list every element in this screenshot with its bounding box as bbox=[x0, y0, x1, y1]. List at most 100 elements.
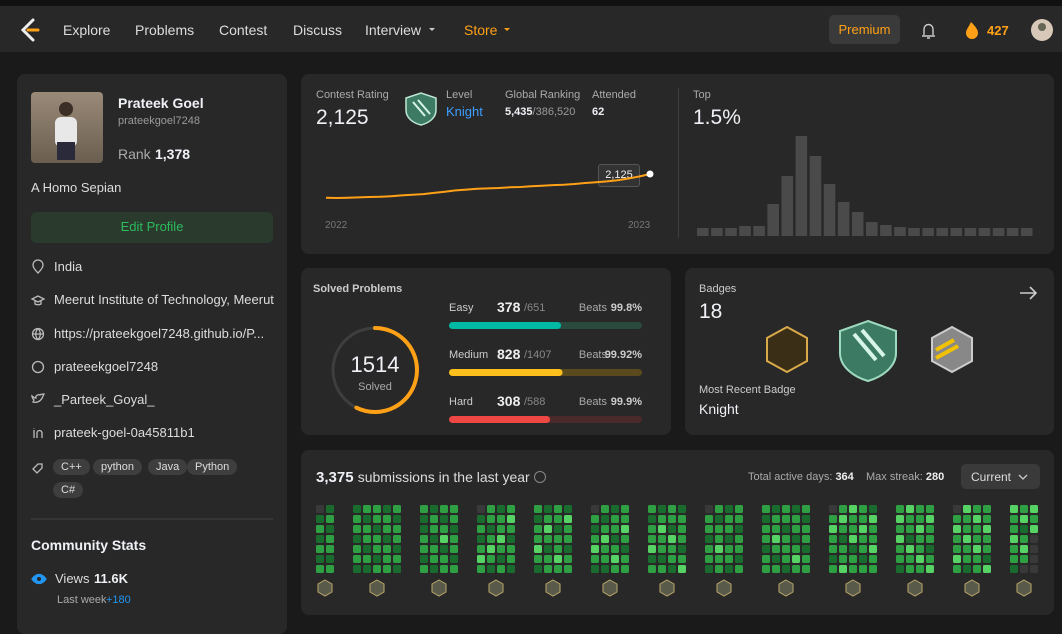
nav-item[interactable]: Interview bbox=[365, 22, 422, 38]
nav-item[interactable]: Discuss bbox=[293, 22, 343, 38]
heatmap-cell bbox=[554, 505, 562, 513]
histogram-bar bbox=[837, 202, 850, 236]
heatmap-cell bbox=[829, 555, 837, 563]
heatmap-cell bbox=[373, 535, 381, 543]
school: Meerut Institute of Technology, Meerut bbox=[54, 292, 274, 307]
heatmap-cell bbox=[648, 535, 656, 543]
username: prateekgoel7248 bbox=[118, 113, 200, 129]
heatmap-cell bbox=[678, 515, 686, 523]
heatmap-cell bbox=[953, 505, 961, 513]
heatmap-cell bbox=[906, 555, 914, 563]
period-select[interactable] bbox=[961, 464, 1040, 489]
skill-tag[interactable]: Java bbox=[148, 459, 188, 475]
heatmap-cell bbox=[849, 535, 857, 543]
heatmap-cell bbox=[420, 505, 428, 513]
histogram-bar bbox=[725, 228, 737, 236]
heatmap-cell bbox=[772, 525, 780, 533]
nav-item[interactable]: Store bbox=[464, 22, 498, 38]
skill-tag[interactable]: C# bbox=[53, 482, 84, 498]
caret bbox=[429, 28, 435, 31]
heatmap-cell bbox=[849, 565, 857, 573]
heatmap-cell bbox=[507, 515, 515, 523]
heatmap-cell bbox=[715, 505, 723, 513]
bell-icon[interactable] bbox=[922, 23, 935, 39]
heatmap-cell bbox=[953, 525, 961, 533]
heatmap-cell bbox=[896, 515, 904, 523]
heatmap-cell bbox=[869, 515, 877, 523]
heatmap-cell bbox=[802, 565, 810, 573]
monthly-badge bbox=[907, 579, 923, 597]
monthly-badge bbox=[369, 579, 385, 597]
profile-name: Prateek Goel bbox=[118, 95, 204, 111]
github[interactable]: prateeekgoel7248 bbox=[54, 359, 159, 374]
heatmap-cell bbox=[725, 545, 733, 553]
heatmap-cell bbox=[916, 535, 924, 543]
recent-badge-label: Most Recent Badge bbox=[699, 384, 796, 396]
heatmap-cell bbox=[601, 565, 609, 573]
info-icon[interactable] bbox=[533, 471, 546, 483]
progress-bar bbox=[449, 416, 551, 423]
heatmap-cell bbox=[450, 505, 458, 513]
heatmap-cell bbox=[963, 535, 971, 543]
heatmap-cell bbox=[611, 565, 619, 573]
heatmap-cell bbox=[926, 535, 934, 543]
heatmap-cell bbox=[1020, 545, 1028, 553]
heatmap-cell bbox=[772, 535, 780, 543]
heatmap-cell bbox=[829, 505, 837, 513]
heatmap-cell bbox=[534, 535, 542, 543]
heatmap-cell bbox=[963, 545, 971, 553]
heatmap-cell bbox=[926, 505, 934, 513]
heatmap-cell bbox=[611, 525, 619, 533]
heatmap-cell bbox=[393, 525, 401, 533]
edit-profile-button[interactable] bbox=[31, 212, 273, 243]
heatmap-cell bbox=[621, 555, 629, 563]
histogram-bar bbox=[809, 156, 822, 236]
heatmap-cell bbox=[782, 505, 790, 513]
submissions-label: submissions in the last year bbox=[357, 469, 530, 485]
heatmap-cell bbox=[487, 505, 495, 513]
arrow[interactable] bbox=[1020, 286, 1038, 300]
heatmap-cell bbox=[497, 515, 505, 523]
monthly-badge bbox=[317, 579, 333, 597]
heatmap-cell bbox=[648, 525, 656, 533]
heatmap-cell bbox=[869, 555, 877, 563]
heatmap-cell bbox=[1010, 565, 1018, 573]
nav-item[interactable]: Problems bbox=[135, 22, 195, 38]
heatmap-cell bbox=[678, 505, 686, 513]
skill-tag[interactable]: C++ bbox=[53, 459, 90, 475]
location: India bbox=[54, 259, 83, 274]
histogram-bar bbox=[880, 225, 892, 236]
monthly-badge bbox=[1016, 579, 1032, 597]
skill-tag[interactable]: python bbox=[93, 459, 143, 475]
heatmap-cell bbox=[621, 515, 629, 523]
heatmap-cell bbox=[668, 525, 676, 533]
heatmap-cell bbox=[963, 515, 971, 523]
heatmap-cell bbox=[316, 505, 324, 513]
heatmap-cell bbox=[896, 535, 904, 543]
streak-count: 427 bbox=[987, 23, 1009, 38]
heatmap-cell bbox=[554, 515, 562, 523]
skill-tag[interactable]: Python bbox=[187, 459, 238, 475]
heatmap-cell bbox=[383, 535, 391, 543]
heatmap-cell bbox=[363, 555, 371, 563]
heatmap-cell bbox=[973, 545, 981, 553]
heatmap-cell bbox=[926, 565, 934, 573]
annual-badge[interactable] bbox=[766, 325, 808, 374]
heatmap-cell bbox=[735, 515, 743, 523]
heatmap-cell bbox=[953, 515, 961, 523]
heatmap-cell bbox=[963, 565, 971, 573]
heatmap-cell bbox=[316, 565, 324, 573]
heatmap-cell bbox=[802, 545, 810, 553]
logo[interactable] bbox=[20, 18, 40, 42]
website[interactable]: https://prateekgoel7248.github.io/P... bbox=[54, 326, 265, 341]
premium-button[interactable] bbox=[829, 15, 900, 44]
heatmap-cell bbox=[849, 555, 857, 563]
period-select-label: Current bbox=[971, 470, 1012, 484]
nav-item[interactable]: Contest bbox=[219, 22, 268, 38]
progress-bar bbox=[449, 369, 563, 376]
heatmap-cell bbox=[983, 525, 991, 533]
linkedin[interactable]: prateek-goel-0a45811b1 bbox=[54, 425, 195, 440]
twitter[interactable]: _Parteek_Goyal_ bbox=[54, 392, 155, 407]
nav-item[interactable]: Explore bbox=[63, 22, 111, 38]
heatmap-cell bbox=[735, 525, 743, 533]
